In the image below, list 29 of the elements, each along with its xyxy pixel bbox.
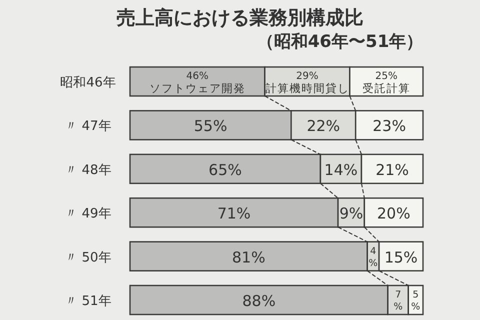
chart-subtitle: （昭和46年〜51年） [256, 32, 424, 52]
data-label: 22% [306, 117, 340, 136]
data-label: 46% [186, 71, 209, 82]
y-tick-label: 昭和46年 [60, 76, 116, 90]
data-label: 21% [376, 160, 409, 179]
data-label: 4% [368, 246, 378, 269]
data-label: 23% [372, 117, 406, 136]
y-tick-label: 〃 48年 [64, 162, 112, 178]
data-label: 88% [242, 292, 276, 310]
y-tick-label: 〃 50年 [64, 250, 112, 266]
chart-title: 売上高における業務別構成比 [116, 7, 364, 29]
series-label: 受託計算 [362, 82, 410, 95]
data-label: 81% [232, 248, 266, 266]
data-label: 15% [384, 248, 418, 266]
data-label: 65% [208, 160, 242, 179]
data-label: 20% [377, 204, 410, 223]
data-label: 5% [411, 290, 420, 312]
data-label: 71% [217, 204, 251, 223]
y-tick-label: 〃 49年 [64, 206, 112, 222]
series-label: 計算機時間貸し [265, 82, 350, 95]
y-tick-label: 〃 47年 [64, 119, 112, 134]
data-label: 14% [324, 160, 358, 179]
data-label: 25% [375, 71, 398, 82]
data-label: 55% [194, 117, 228, 136]
data-label: 29% [296, 71, 318, 82]
y-tick-label: 〃 51年 [64, 294, 112, 309]
series-label: ソフトウェア開発 [149, 82, 246, 95]
data-label: 7% [394, 290, 403, 312]
data-label: 9% [339, 204, 364, 223]
